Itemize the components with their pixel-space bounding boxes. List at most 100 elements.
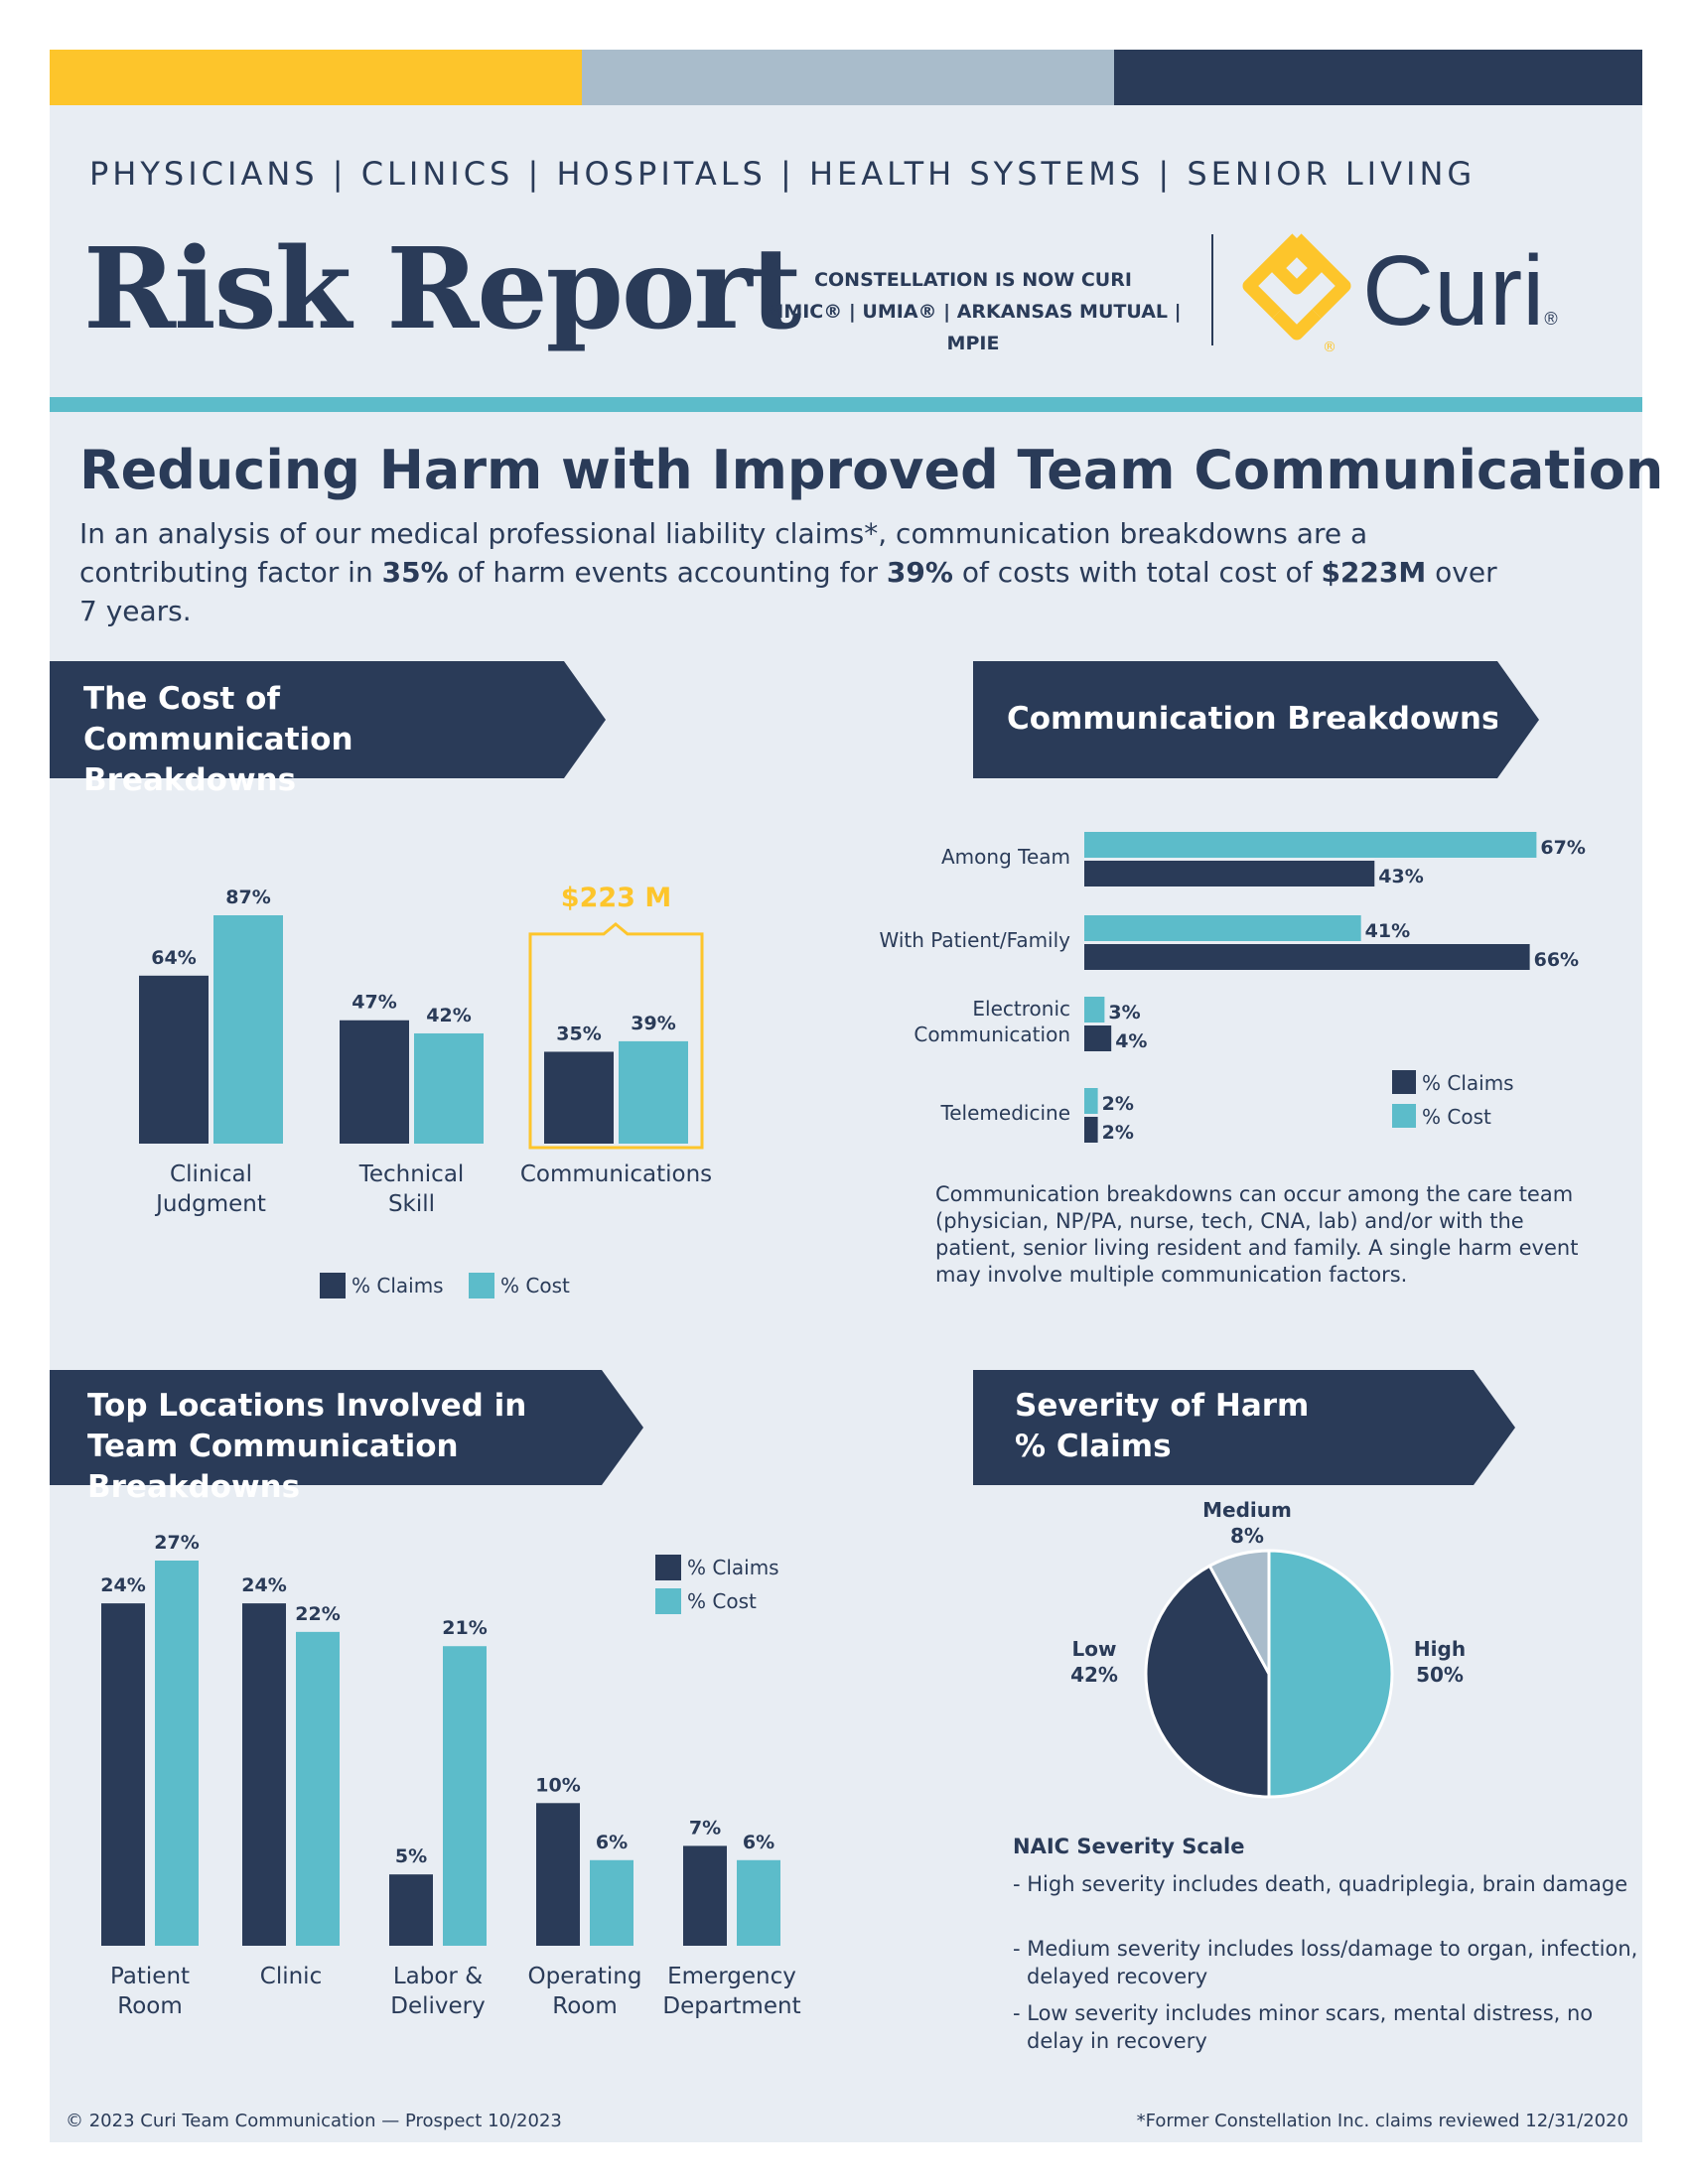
- category-label: Delivery: [390, 1993, 485, 2019]
- bar-patient-room-cost: [155, 1561, 199, 1946]
- category-label: Patient: [110, 1964, 190, 1989]
- category-label: Labor &: [393, 1964, 483, 1989]
- legend-label-claims: % Claims: [352, 1274, 444, 1297]
- intro-text: of costs with total cost of: [952, 556, 1322, 589]
- intro-paragraph: In an analysis of our medical profession…: [79, 514, 1519, 630]
- pie-value-low: 42%: [1070, 1663, 1118, 1687]
- category-label: Electronic: [972, 997, 1070, 1021]
- value-label-technical-skill-cost: 42%: [426, 1005, 471, 1026]
- bar-telemedicine-claims: [1084, 1117, 1098, 1143]
- banner-arrow: [1474, 1370, 1515, 1485]
- value-label-patient-room-cost: 27%: [154, 1532, 199, 1554]
- intro-cost-pct: 39%: [886, 556, 953, 589]
- category-label: Communications: [520, 1161, 712, 1187]
- nav-senior-living[interactable]: SENIOR LIVING: [1187, 155, 1477, 193]
- legend-swatch-claims: [655, 1555, 681, 1580]
- intro-claims-pct: 35%: [381, 556, 449, 589]
- value-label-emergency-department-claims: 7%: [689, 1817, 721, 1839]
- severity-item-low: - Low severity includes minor scars, men…: [1013, 2001, 1594, 2053]
- legend-label-cost: % Cost: [500, 1274, 570, 1297]
- header-divider: [1211, 234, 1213, 345]
- value-label-with-patient-family-claims: 66%: [1534, 949, 1579, 971]
- value-label-operating-room-cost: 6%: [596, 1832, 628, 1853]
- bar-with-patient-family-cost: [1084, 915, 1361, 941]
- nav-separator: |: [780, 155, 795, 193]
- nav-clinics[interactable]: CLINICS: [360, 155, 514, 193]
- category-label: Judgment: [154, 1191, 266, 1217]
- banner-cost-label: The Cost of Communication Breakdowns: [83, 681, 353, 798]
- value-label-operating-room-claims: 10%: [535, 1774, 580, 1796]
- legend-swatch-claims: [320, 1273, 346, 1298]
- pie-slice-low: [1144, 1564, 1271, 1799]
- intro-text: In an analysis of our medical profession…: [79, 517, 1368, 589]
- banner-severity: Severity of Harm % Claims: [973, 1370, 1515, 1485]
- category-label: Skill: [388, 1191, 435, 1217]
- bar-clinic-cost: [296, 1631, 340, 1946]
- nav-health-systems[interactable]: HEALTH SYSTEMS: [808, 155, 1145, 193]
- logo-reg-mark: ®: [1544, 309, 1558, 329]
- legend-label-cost: % Cost: [687, 1589, 757, 1613]
- category-label: Technical: [358, 1161, 465, 1187]
- value-label-clinic-cost: 22%: [295, 1603, 340, 1625]
- value-label-emergency-department-cost: 6%: [743, 1832, 774, 1853]
- svg-text:®: ®: [1323, 340, 1336, 353]
- legend-label-claims: % Claims: [1422, 1071, 1514, 1095]
- category-label: Among Team: [941, 845, 1070, 869]
- category-label: Operating: [528, 1964, 642, 1989]
- total-cost-callout: $223 M: [561, 883, 671, 913]
- category-label: Room: [552, 1993, 618, 2019]
- value-label-communications-cost: 39%: [631, 1013, 675, 1034]
- constellation-line-1: CONSTELLATION IS NOW CURI: [814, 269, 1132, 291]
- intro-text: of harm events accounting for: [448, 556, 887, 589]
- logo-word: Curi: [1362, 235, 1545, 346]
- bar-telemedicine-cost: [1084, 1088, 1098, 1114]
- breakdowns-chart: 67% 43% Among Team 41% 66% With Patient/Famil…: [880, 832, 1586, 1144]
- intro-text: over 7 years.: [79, 556, 1497, 627]
- severity-item-high: - High severity includes death, quadripl…: [1013, 1872, 1628, 1896]
- nav-physicians[interactable]: PHYSICIANS: [89, 155, 319, 193]
- pie-label-high: High: [1414, 1637, 1466, 1661]
- bar-among-team-cost: [1084, 832, 1537, 858]
- value-label-labor-delivery-claims: 5%: [395, 1845, 427, 1867]
- bar-emergency-department-cost: [737, 1859, 780, 1946]
- pie-label-medium: Medium: [1202, 1498, 1292, 1522]
- value-label-communications-claims: 35%: [556, 1023, 601, 1044]
- bar-communications-cost: [619, 1040, 688, 1144]
- category-label: Department: [662, 1993, 800, 2019]
- bar-electronic-communication-cost: [1084, 997, 1105, 1023]
- value-label-with-patient-family-cost: 41%: [1365, 920, 1410, 942]
- pie-value-medium: 8%: [1230, 1524, 1264, 1548]
- bar-electronic-communication-claims: [1084, 1025, 1112, 1051]
- bar-patient-room-claims: [101, 1603, 145, 1946]
- value-label-labor-delivery-cost: 21%: [442, 1617, 487, 1639]
- legend-label-claims: % Claims: [687, 1556, 779, 1579]
- bar-operating-room-cost: [590, 1859, 633, 1946]
- banner-arrow: [564, 661, 606, 778]
- pie-slice-high: [1267, 1549, 1394, 1799]
- stripe-navy: [1114, 50, 1642, 105]
- page-title: Risk Report: [83, 224, 801, 354]
- legend-swatch-claims: [1392, 1070, 1416, 1094]
- nav-separator: |: [332, 155, 348, 193]
- banner-arrow: [602, 1370, 643, 1485]
- bar-technical-skill-cost: [414, 1032, 484, 1144]
- value-label-technical-skill-claims: 47%: [352, 992, 396, 1014]
- footer-left: © 2023 Curi Team Communication — Prospec…: [66, 2111, 562, 2131]
- legend-swatch-cost: [1392, 1104, 1416, 1128]
- banner-breakdowns-label: Communication Breakdowns: [1007, 701, 1500, 737]
- value-label-clinical-judgment-cost: 87%: [225, 887, 270, 908]
- value-label-electronic-communication-claims: 4%: [1115, 1030, 1147, 1052]
- breakdowns-note: Communication breakdowns can occur among…: [935, 1182, 1579, 1287]
- value-label-patient-room-claims: 24%: [100, 1574, 145, 1596]
- category-label: With Patient/Family: [880, 928, 1071, 952]
- nav-hospitals[interactable]: HOSPITALS: [556, 155, 767, 193]
- cost-chart: 64% 87% Clinical Judgment 47% 42% Technical Ski…: [139, 883, 712, 1298]
- constellation-line-2: MMIC® | UMIA® | ARKANSAS MUTUAL | MPIE: [765, 301, 1182, 354]
- section-divider: [50, 397, 1642, 412]
- footer-right: *Former Constellation Inc. claims review…: [1136, 2111, 1628, 2131]
- curi-logo-text: Curi®: [1362, 234, 1558, 348]
- nav-separator: |: [527, 155, 543, 193]
- bar-with-patient-family-claims: [1084, 944, 1530, 970]
- nav-separator: |: [1158, 155, 1174, 193]
